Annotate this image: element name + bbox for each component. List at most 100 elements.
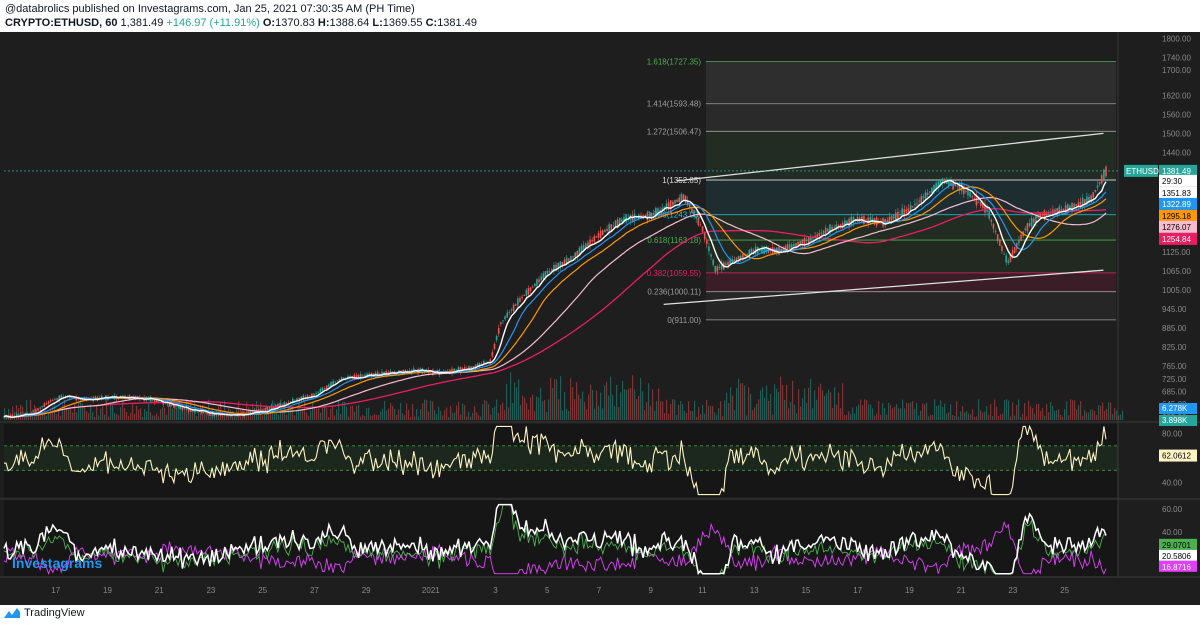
volume-bar [378, 415, 380, 420]
volume-bar [696, 416, 698, 420]
volume-bar [618, 407, 620, 420]
price-tick-label: 1740.00 [1162, 53, 1191, 62]
volume-bar [112, 405, 114, 420]
volume-bar [808, 387, 810, 420]
volume-bar [470, 416, 472, 420]
volume-bar [704, 413, 706, 420]
candle-body [177, 406, 179, 408]
candle-body [285, 402, 288, 404]
candle-body [3, 416, 5, 418]
candle-body [965, 191, 967, 192]
volume-bar [130, 412, 132, 420]
candle-body [264, 408, 266, 412]
volume-bar [984, 411, 986, 420]
volume-bar [396, 415, 398, 420]
candle-body [827, 228, 829, 232]
footer: TradingView [4, 607, 85, 619]
volume-bar [674, 399, 676, 420]
volume-bar [464, 405, 466, 420]
candle-body [1013, 247, 1016, 254]
volume-bar [1042, 408, 1044, 420]
volume-bar [352, 405, 354, 420]
volume-bar [832, 408, 834, 420]
chart-area[interactable]: 1800.00 1740.00 1700.00 1620.00 1560.00 1500.… [0, 32, 1200, 605]
candle-body [816, 234, 819, 237]
volume-bar [782, 385, 784, 420]
volume-bar [372, 415, 374, 420]
candle-body [166, 401, 169, 405]
volume-bar [538, 397, 540, 420]
volume-bar [206, 411, 208, 420]
candle-body [1016, 243, 1018, 249]
candle-body [589, 239, 591, 247]
candle-body [591, 239, 593, 242]
candle-body [523, 294, 526, 296]
candle-body [1045, 213, 1048, 215]
candle-body [58, 395, 61, 401]
volume-bar [410, 416, 412, 420]
volume-bar [1026, 416, 1028, 420]
volume-bar [858, 404, 860, 420]
volume-tag-value: 3.898K [1162, 416, 1188, 425]
candle-body [572, 256, 574, 258]
candle-body [797, 241, 799, 247]
volume-bar [74, 403, 76, 420]
candle-body [712, 259, 714, 265]
volume-bar [8, 409, 10, 420]
price-tick-label: 1800.00 [1162, 34, 1191, 43]
candle-body [151, 399, 154, 401]
candle-body [45, 403, 48, 405]
candle-body [729, 260, 731, 265]
volume-bar [402, 413, 404, 420]
volume-bar [1022, 413, 1024, 420]
candle-body [888, 216, 891, 222]
candle-body [795, 242, 797, 247]
volume-bar [460, 414, 462, 420]
candle-body [574, 252, 576, 258]
x-tick-label: 5 [545, 586, 550, 595]
candle-body [903, 209, 906, 216]
volume-bar [314, 407, 316, 420]
candle-body [799, 241, 802, 245]
candle-body [763, 246, 765, 254]
candle-body [897, 211, 899, 219]
volume-bar [986, 406, 988, 420]
volume-bar [104, 414, 106, 420]
volume-bar [900, 408, 902, 420]
candle-body [1092, 192, 1095, 198]
candle-body [544, 271, 547, 278]
candle-body [563, 259, 566, 266]
candle-body [198, 411, 201, 413]
candle-body [1081, 197, 1084, 207]
volume-bar [108, 416, 110, 420]
channel-line [676, 132, 1104, 182]
volume-bar [458, 401, 460, 420]
volume-bar [684, 410, 686, 420]
candle-body [1024, 228, 1027, 231]
volume-bar [820, 383, 822, 420]
volume-bar [166, 414, 168, 420]
price-chart-svg[interactable]: 1800.001740.001700.001620.001560.001500.… [0, 32, 1200, 605]
volume-bar [484, 399, 486, 420]
volume-bar [380, 411, 382, 420]
volume-bar [22, 406, 24, 420]
volume-bar [968, 413, 970, 420]
ma-blue-line [3, 182, 1107, 418]
candle-body [676, 199, 678, 203]
candle-body [540, 276, 542, 281]
candle-body [328, 384, 330, 387]
candle-body [697, 217, 700, 226]
volume-bar [286, 414, 288, 420]
volume-bar [920, 410, 922, 420]
volume-bar [406, 403, 408, 420]
candle-body [338, 379, 341, 380]
candle-body [555, 264, 557, 271]
volume-bar [56, 414, 58, 420]
x-tick-label: 29 [362, 586, 371, 595]
candle-body [359, 374, 362, 379]
dmi-value-label: 20.5806 [1162, 552, 1191, 561]
channel-line [663, 269, 1104, 306]
candle-body [706, 240, 708, 245]
candle-body [1060, 209, 1063, 212]
candle-body [181, 406, 184, 410]
